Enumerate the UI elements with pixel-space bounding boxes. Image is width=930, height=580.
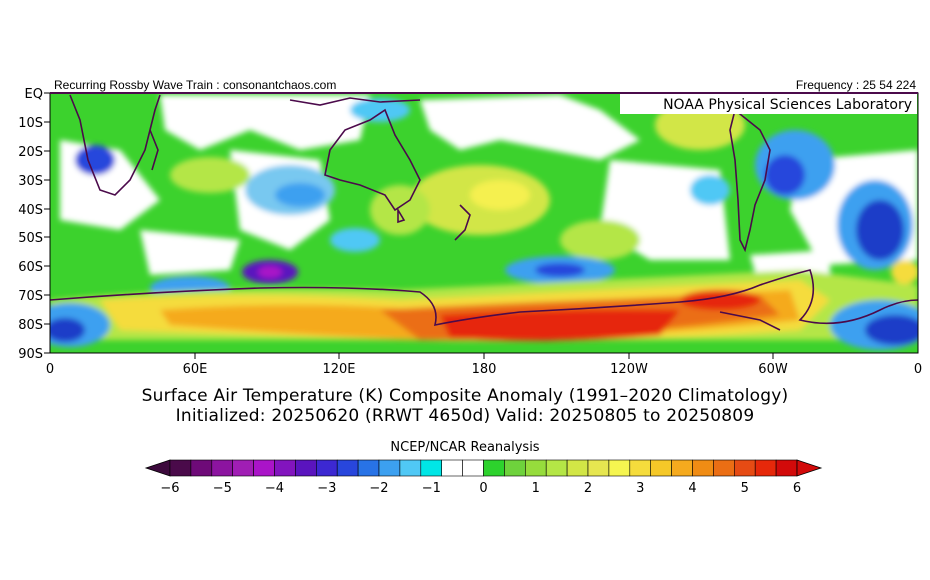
lat-label-10s: 10S	[18, 116, 43, 131]
lat-label-30s: 30S	[18, 174, 43, 189]
colorbar-cell	[211, 459, 234, 477]
colorbar-cell	[420, 459, 442, 477]
colorbar-cell	[169, 459, 192, 477]
lon-label-0-left: 0	[46, 362, 54, 377]
lat-label-60s: 60S	[18, 260, 43, 275]
caption-title: Surface Air Temperature (K) Composite An…	[141, 386, 789, 406]
lon-label-120w: 120W	[610, 362, 648, 377]
lat-label-20s: 20S	[18, 145, 43, 160]
colorbar-cell	[587, 459, 610, 477]
colorbar-cell	[190, 459, 213, 477]
colorbar-cell	[462, 459, 484, 477]
colorbar-tick-label: −1	[422, 481, 441, 496]
lat-axis: EQ 10S 20S 30S 40S 50S 60S 70S 80S 90S	[18, 87, 43, 362]
map-field	[50, 93, 918, 353]
lat-label-50s: 50S	[18, 231, 43, 246]
colorbar-cell	[608, 459, 631, 477]
header-source: Recurring Rossby Wave Train : consonantc…	[54, 78, 337, 92]
colorbar-tick-label: −6	[160, 481, 179, 496]
colorbar-cell	[566, 459, 589, 477]
colorbar-cell	[692, 459, 714, 477]
colorbar-tick-label: 3	[636, 481, 644, 496]
lon-ticks	[194, 353, 774, 359]
lat-label-eq: EQ	[25, 87, 43, 102]
colorbar-tick-label: −4	[265, 481, 284, 496]
colorbar-cell	[733, 459, 756, 477]
lat-label-80s: 80S	[18, 318, 43, 333]
lat-label-40s: 40S	[18, 203, 43, 218]
colorbar-cell	[441, 459, 463, 477]
lat-label-70s: 70S	[18, 289, 43, 304]
colorbar-cell	[357, 459, 380, 477]
colorbar-tick-label: −3	[317, 481, 336, 496]
colorbar-cell	[504, 459, 526, 477]
colorbar-cell	[754, 459, 777, 477]
lat-label-90s: 90S	[18, 347, 43, 362]
colorbar-tick-label: 6	[793, 481, 801, 496]
colorbar-tick-label: −5	[213, 481, 232, 496]
org-label-box	[620, 94, 917, 114]
colorbar-cell	[650, 459, 672, 477]
colorbar-arrow-min	[144, 459, 171, 477]
colorbar-cell	[378, 459, 401, 477]
lon-label-60w: 60W	[758, 362, 788, 377]
lon-label-180: 180	[472, 362, 497, 377]
org-label: NOAA Physical Sciences Laboratory	[663, 97, 912, 113]
colorbar-cell	[524, 459, 547, 477]
lon-label-60e: 60E	[183, 362, 208, 377]
colorbar-cell	[315, 459, 338, 477]
colorbar-cell	[483, 459, 505, 477]
colorbar-tick-label: 2	[584, 481, 592, 496]
caption-validity: Initialized: 20250620 (RRWT 4650d) Valid…	[175, 406, 755, 426]
colorbar-cell	[399, 459, 422, 477]
colorbar-arrow-max	[796, 459, 823, 477]
colorbar-cell	[232, 459, 254, 477]
colorbar-cell	[775, 459, 798, 477]
colorbar-tick-label: 5	[741, 481, 749, 496]
colorbar-tick-label: 0	[479, 481, 487, 496]
header-frequency: Frequency : 25 54 224	[795, 78, 916, 92]
colorbar-cell	[629, 459, 651, 477]
colorbar-title: NCEP/NCAR Reanalysis	[390, 440, 540, 455]
colorbar-cell	[253, 459, 275, 477]
colorbar-cell	[336, 459, 359, 477]
colorbar-cell	[295, 459, 317, 477]
colorbar-cell	[713, 459, 735, 477]
colorbar-cell	[274, 459, 296, 477]
colorbar-tick-label: 4	[688, 481, 696, 496]
lon-label-0-right: 0	[914, 362, 922, 377]
coastlines	[50, 94, 918, 331]
lat-ticks	[44, 92, 50, 354]
colorbar-tick-label: −2	[369, 481, 388, 496]
colorbar-cell	[545, 459, 568, 477]
lon-label-120e: 120E	[322, 362, 355, 377]
colorbar-tick-label: 1	[532, 481, 540, 496]
colorbar-cell	[671, 459, 693, 477]
lon-axis: 0 60E 120E 180 120W 60W 0	[46, 362, 922, 377]
